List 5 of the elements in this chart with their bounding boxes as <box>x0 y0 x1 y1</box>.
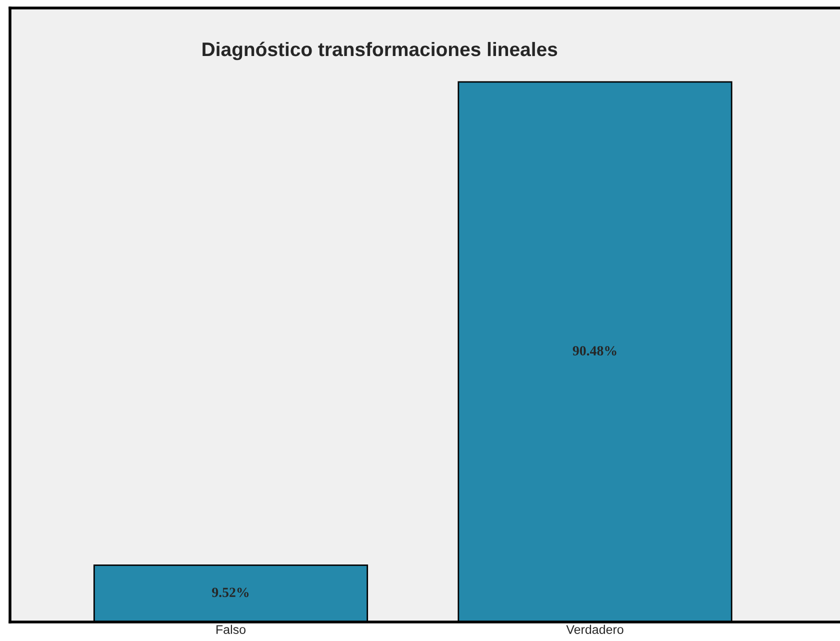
chart-title: Diagnóstico transformaciones lineales <box>202 42 558 60</box>
data-label: 90.48% <box>572 346 616 356</box>
x-tick-label: Falso <box>216 624 246 634</box>
x-tick-label: Verdadero <box>566 624 624 634</box>
data-label: 9.52% <box>212 588 249 598</box>
